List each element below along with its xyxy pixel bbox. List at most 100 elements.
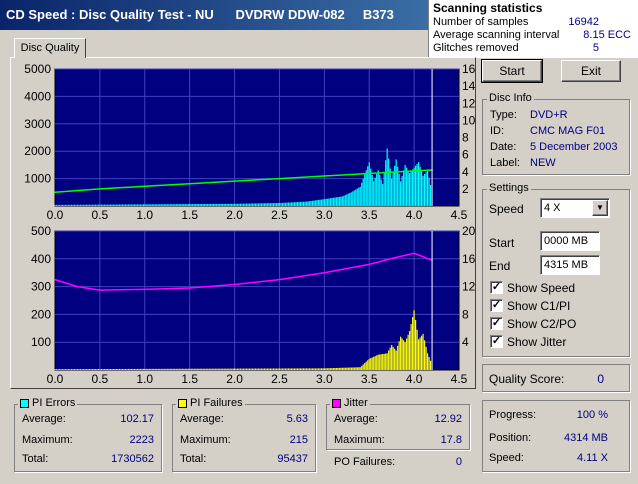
- position-value: 4314 MB: [563, 432, 608, 444]
- tab-disc-quality[interactable]: Disc Quality: [14, 38, 86, 58]
- quality-score-value: 0: [597, 372, 604, 386]
- y-right-tick-label: 12: [462, 96, 476, 110]
- speed-label: Speed: [489, 202, 524, 216]
- speed-select-value: 4 X: [544, 202, 561, 214]
- x-tick-label: 1.5: [181, 208, 198, 222]
- y-left-tick-label: 200: [31, 307, 51, 321]
- pi-failures-title: PI Failures: [190, 397, 243, 409]
- pi-failures-total-value: 95437: [277, 453, 308, 465]
- show-c1pi-checkbox[interactable]: ✓: [490, 299, 503, 312]
- show-c2po-checkbox[interactable]: ✓: [490, 317, 503, 330]
- plot-area: [54, 230, 460, 371]
- y-left-tick-label: 4000: [24, 89, 51, 103]
- exit-button[interactable]: Exit: [561, 60, 621, 82]
- x-tick-label: 4.0: [406, 372, 423, 386]
- data-point: [54, 278, 56, 281]
- y-right-tick-label: 12: [462, 280, 476, 294]
- x-tick-label: 1.5: [181, 372, 198, 386]
- start-label: Start: [489, 236, 515, 250]
- jitter-group: [326, 404, 470, 450]
- pi-errors-total-label: Total:: [22, 453, 49, 465]
- chevron-down-icon[interactable]: ▼: [592, 200, 608, 216]
- data-point: [278, 177, 281, 180]
- show-jitter-checkbox[interactable]: ✓: [490, 335, 503, 348]
- stat-label: Number of samples: [433, 16, 529, 28]
- end-position-input[interactable]: 4315 MB: [540, 255, 600, 275]
- pi-failures-swatch: [178, 398, 187, 408]
- position-label: Position:: [489, 432, 532, 444]
- y-right-tick-label: 20: [462, 224, 476, 238]
- data-point: [54, 191, 56, 194]
- x-tick-label: 1.0: [136, 372, 153, 386]
- y-right-tick-label: 6: [462, 148, 469, 162]
- po-failures-value: 0: [455, 456, 462, 468]
- speed-select[interactable]: 4 X ▼: [540, 198, 610, 218]
- progress-box: [482, 400, 630, 472]
- jitter-title: Jitter: [344, 397, 368, 409]
- pi-errors-total-value: 1730562: [111, 453, 154, 465]
- x-tick-label: 4.5: [451, 208, 468, 222]
- show-speed-checkbox[interactable]: ✓: [490, 281, 503, 294]
- data-point: [395, 256, 397, 259]
- quality-score-box: [482, 364, 630, 392]
- data-point: [413, 170, 415, 172]
- pi-failures-maximum-value: 215: [289, 434, 308, 446]
- data-point: [188, 182, 191, 185]
- disc-type-value: DVD+R: [530, 109, 568, 121]
- pi-errors-average-value: 102.17: [120, 413, 154, 425]
- data-point: [143, 288, 146, 291]
- start-position-input[interactable]: 0000 MB: [540, 231, 600, 251]
- data-point: [323, 175, 326, 177]
- window-title: CD Speed : Disc Quality Test - NU DVDRW …: [0, 0, 428, 30]
- stat-row: Number of samples 16942: [433, 16, 635, 30]
- disc-quality-charts: 0.0 0.5 1.0 1.5 2.0 2.5 3.0 3.5 4.0 4.5 5000 4000 30…: [24, 62, 476, 386]
- data-point: [188, 287, 191, 289]
- disc-type-label: Type:: [490, 109, 517, 121]
- pi-errors-header: PI Errors: [18, 397, 78, 409]
- x-tick-label: 4.5: [451, 372, 468, 386]
- show-c1pi-label: Show C1/PI: [507, 299, 571, 313]
- x-tick-label: 3.5: [361, 208, 378, 222]
- data-point: [99, 289, 101, 291]
- disc-id-value: CMC MAG F01: [530, 125, 606, 137]
- speed-readout-value: 4.11 X: [577, 452, 608, 464]
- data-point: [233, 180, 236, 182]
- y-right-tick-label: 4: [462, 335, 469, 349]
- x-tick-label: 2.0: [226, 372, 243, 386]
- data-point: [143, 185, 146, 188]
- jitter-average-label: Average:: [334, 413, 378, 425]
- data-point: [323, 271, 326, 274]
- pi-failures-average-value: 5.63: [286, 413, 308, 425]
- pi-failures-header: PI Failures: [176, 397, 245, 409]
- pi-failures-average-label: Average:: [180, 413, 224, 425]
- y-left-tick-label: 2000: [24, 144, 51, 158]
- x-tick-label: 0.5: [92, 208, 109, 222]
- po-failures-label: PO Failures:: [334, 456, 396, 468]
- show-speed-label: Show Speed: [507, 281, 576, 295]
- stat-label: Average scanning interval: [433, 29, 560, 41]
- disc-date-value: 5 December 2003: [530, 141, 618, 153]
- data-point: [368, 172, 371, 175]
- start-button[interactable]: Start: [481, 59, 543, 83]
- stat-value: 16942: [568, 16, 599, 28]
- jitter-average-value: 12.92: [434, 413, 462, 425]
- settings-title: Settings: [487, 182, 531, 194]
- pi-errors-maximum-label: Maximum:: [22, 434, 73, 446]
- pi-errors-maximum-value: 2223: [129, 434, 154, 446]
- y-left-tick-label: 5000: [24, 62, 51, 76]
- y-left-tick-label: 300: [31, 280, 51, 294]
- scanning-statistics-heading: Scanning statistics: [433, 1, 543, 15]
- data-point: [278, 278, 281, 281]
- data-point: [76, 285, 79, 288]
- data-point: [413, 252, 415, 255]
- disc-quality-panel: 0.0 0.5 1.0 1.5 2.0 2.5 3.0 3.5 4.0 4.5 5000 4000 30…: [10, 57, 476, 389]
- jitter-maximum-value: 17.8: [440, 434, 462, 446]
- x-tick-label: 2.0: [226, 208, 243, 222]
- data-point: [99, 188, 101, 190]
- scanning-statistics: Scanning statistics Number of samples 16…: [428, 0, 638, 58]
- pi-failures-total-label: Total:: [180, 453, 207, 465]
- x-tick-label: 2.5: [271, 372, 288, 386]
- series-line: [54, 169, 433, 194]
- plot-area: [54, 68, 460, 207]
- progress-label: Progress:: [489, 409, 537, 421]
